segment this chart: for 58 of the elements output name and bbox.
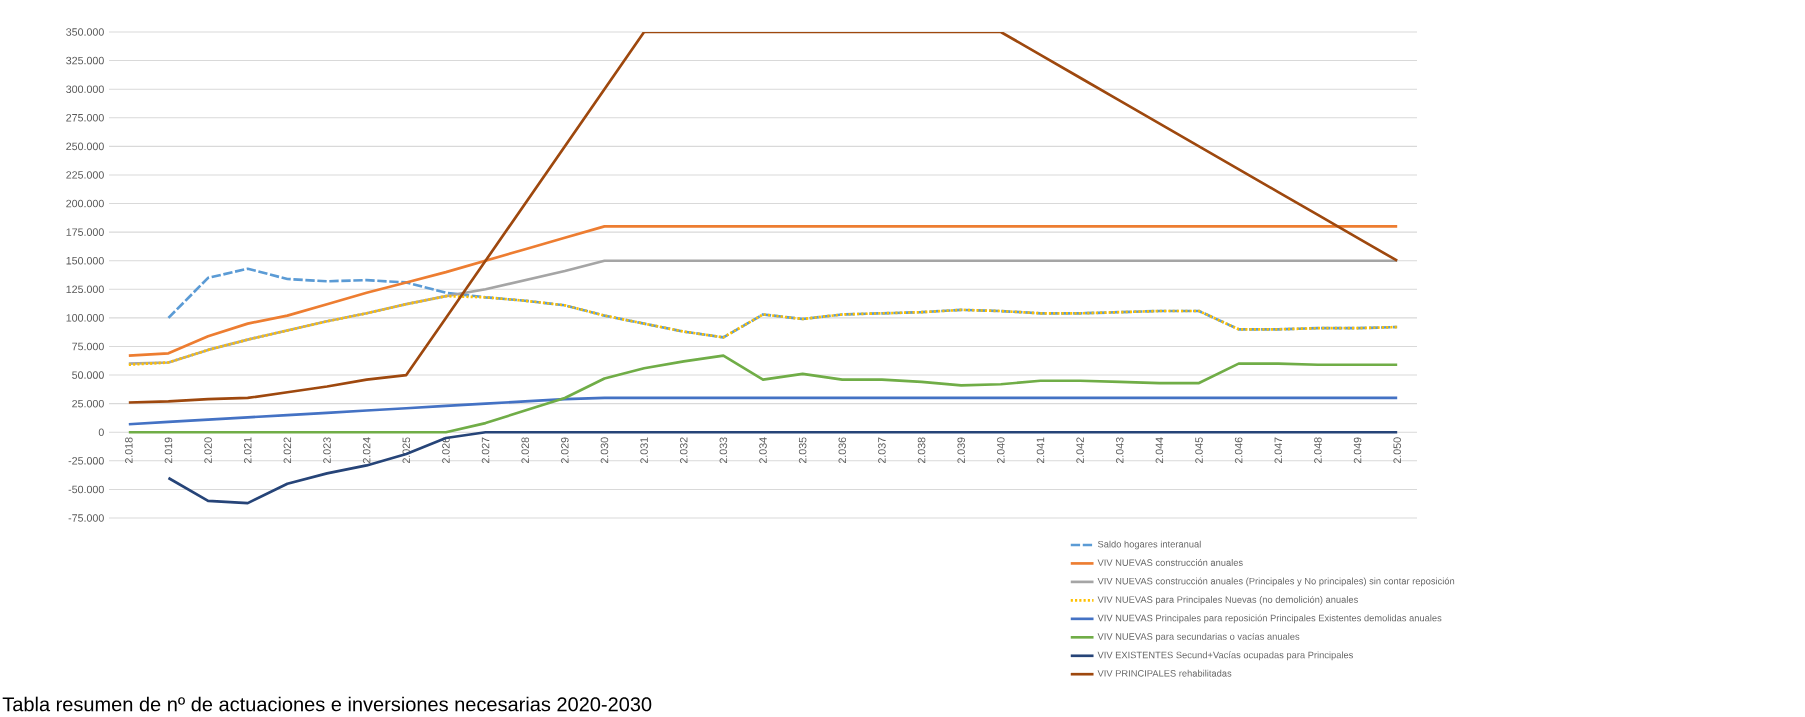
x-tick-label: 2.037 — [878, 437, 886, 464]
x-tick-label: 2.031 — [640, 437, 648, 464]
x-tick-label: 2.043 — [1115, 437, 1124, 464]
legend-label: VIV NUEVAS Principales para reposición Principales Existentes demolidas anuales — [1097, 614, 1442, 624]
x-tick-label: 2.041 — [1036, 437, 1045, 464]
x-tick-label: 2.033 — [719, 437, 728, 464]
x-tick-label: 2.018 — [125, 437, 133, 464]
y-tick-label: 50.000 — [72, 371, 104, 379]
y-tick-label: 225.000 — [66, 171, 104, 179]
x-tick-label: 2.035 — [798, 437, 807, 464]
y-tick-label: 25.000 — [72, 399, 104, 408]
y-tick-label: 300.000 — [66, 85, 104, 93]
x-tick-label: 2.046 — [1234, 437, 1243, 464]
y-tick-label: 200.000 — [66, 199, 104, 208]
y-tick-label: -75.000 — [68, 514, 104, 522]
x-tick-label: 2.042 — [1076, 437, 1084, 464]
legend-label: VIV NUEVAS para Principales Nuevas (no demolición) anuales — [1097, 595, 1358, 605]
x-tick-label: 2.038 — [917, 437, 926, 464]
y-tick-label: 125.000 — [66, 285, 104, 294]
x-tick-label: 2.047 — [1274, 437, 1283, 464]
x-tick-label: 2.023 — [323, 437, 331, 464]
x-tick-label: 2.030 — [600, 437, 609, 464]
x-tick-label: 2.045 — [1195, 437, 1203, 464]
x-tick-label: 2.040 — [997, 437, 1005, 464]
x-tick-label: 2.039 — [957, 437, 965, 464]
legend-label: Saldo hogares interanual — [1097, 540, 1201, 550]
legend-label: VIV EXISTENTES Secund+Vacías ocupadas para Principales — [1097, 651, 1354, 661]
y-tick-label: 75.000 — [72, 342, 104, 351]
legend-label: VIV NUEVAS construcción anuales (Principales y No principales) sin contar reposición — [1097, 577, 1455, 587]
y-tick-label: -25.000 — [68, 457, 104, 465]
x-tick-label: 2.048 — [1314, 437, 1322, 464]
y-tick-label: 100.000 — [66, 314, 104, 322]
text: Tabla resumen de nº de actuaciones e inversiones necesarias 2020-2030 — [2, 696, 652, 712]
legend-label: VIV PRINCIPALES rehabilitadas — [1097, 669, 1232, 677]
x-tick-label: 2.024 — [362, 437, 371, 464]
x-tick-label: 2.022 — [283, 437, 292, 464]
y-tick-label: 0 — [98, 428, 104, 437]
x-tick-label: 2.049 — [1353, 437, 1362, 464]
y-tick-label: 150.000 — [66, 256, 104, 265]
y-tick-label: 350.000 — [66, 28, 104, 36]
y-tick-label: -50.000 — [68, 485, 104, 494]
x-tick-label: 2.019 — [164, 437, 173, 464]
x-tick-label: 2.050 — [1393, 437, 1401, 464]
x-tick-label: 2.021 — [243, 437, 252, 464]
y-tick-label: 275.000 — [66, 113, 104, 122]
x-tick-label: 2.034 — [759, 437, 767, 464]
x-tick-label: 2.029 — [561, 437, 569, 464]
x-tick-label: 2.028 — [521, 437, 529, 464]
legend-label: VIV NUEVAS construcción anuales — [1097, 559, 1243, 566]
x-tick-label: 2.032 — [679, 437, 688, 464]
x-tick-label: 2.027 — [481, 437, 490, 464]
x-tick-label: 2.036 — [838, 437, 847, 464]
legend-label: VIV NUEVAS para secundarias o vacías anuales — [1097, 632, 1300, 642]
y-tick-label: 175.000 — [66, 228, 104, 236]
y-tick-label: 250.000 — [66, 142, 104, 151]
x-tick-label: 2.044 — [1155, 437, 1164, 464]
y-tick-label: 325.000 — [66, 56, 104, 65]
x-tick-label: 2.020 — [204, 437, 212, 464]
